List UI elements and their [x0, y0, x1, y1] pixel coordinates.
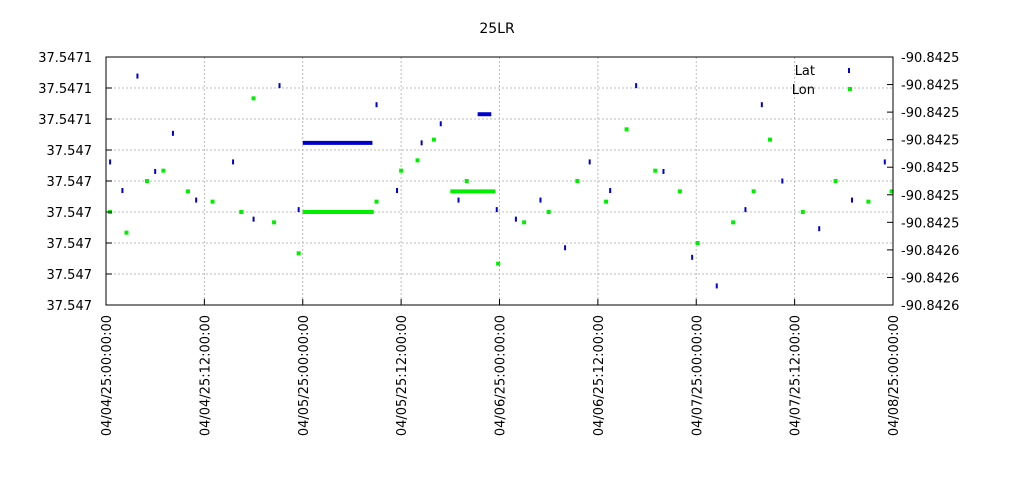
series-lat-point [396, 188, 399, 194]
series-lat-point [297, 207, 300, 213]
y-right-tick-label: -90.8425 [901, 106, 959, 121]
series-lat-point [539, 197, 542, 203]
y-right-tick-label: -90.8426 [901, 271, 959, 286]
data-marks [108, 73, 894, 289]
chart-title: 25LR [479, 21, 515, 37]
legend-label-lat: Lat [795, 64, 815, 79]
series-lon-point [124, 230, 129, 235]
y-right-tick-label: -90.8425 [901, 189, 959, 204]
y-left-tick-label: 37.547 [47, 206, 93, 221]
series-lat-point [171, 130, 174, 136]
y-left-tick-label: 37.5471 [38, 51, 92, 66]
series-lon-point [653, 168, 658, 173]
series-lon-point [251, 96, 256, 101]
x-tick-label: 04/06/25:00:00:00 [494, 315, 509, 436]
series-lon-point [677, 189, 682, 194]
series-lon-point [144, 179, 149, 183]
x-tick-label: 04/06/25:12:00:00 [592, 315, 607, 436]
legend: Lat Lon [792, 64, 852, 98]
series-lon-point [800, 210, 805, 214]
series-lon-point [768, 137, 773, 142]
series-lon-point [833, 179, 838, 183]
series-lon-point [866, 199, 871, 204]
series-lon-point [889, 189, 894, 194]
legend-label-lon: Lon [792, 83, 815, 98]
series-lat-point [744, 207, 747, 213]
y-left-tick-label: 37.5471 [38, 82, 92, 97]
series-lon-point [624, 127, 629, 132]
series-lat-point [781, 178, 784, 184]
grid-lines [106, 57, 893, 305]
series-lat-point [252, 216, 255, 222]
y-left-tick-label: 37.547 [47, 175, 93, 190]
series-lat-point [109, 159, 112, 165]
series-lat-point [136, 73, 139, 79]
series-lat-point [195, 197, 198, 203]
x-tick-label: 04/08/25:00:00:00 [887, 315, 902, 436]
x-tick-label: 04/07/25:12:00:00 [789, 315, 804, 436]
series-lon-point [731, 220, 736, 225]
x-tick-label: 04/05/25:00:00:00 [297, 315, 312, 436]
y-right-tick-label: -90.8426 [901, 244, 959, 259]
y-left-tick-label: 37.547 [47, 268, 93, 283]
y-right-tick-label: -90.8425 [901, 216, 959, 231]
y-left-tick-label: 37.547 [47, 299, 93, 314]
legend-swatch-lon [848, 87, 852, 91]
series-lat-point [278, 83, 281, 89]
series-lat-point [715, 283, 718, 289]
series-lon-point [415, 158, 420, 163]
series-lat-point [691, 254, 694, 260]
series-lon-point [296, 251, 301, 256]
series-lat-point [375, 102, 378, 108]
series-lat-point [457, 197, 460, 203]
series-lon-point [604, 199, 609, 204]
y-right-tick-label: -90.8425 [901, 134, 959, 149]
series-lat-point [514, 216, 517, 222]
series-lat-point [609, 188, 612, 194]
series-lat-point [420, 140, 423, 146]
series-lat-point [588, 159, 591, 165]
y-right-tick-label: -90.8425 [901, 161, 959, 176]
y-right-tick-label: -90.8426 [901, 299, 959, 314]
y-left-tick-label: 37.547 [47, 237, 93, 252]
series-lat-point [232, 159, 235, 165]
series-lon-point [522, 220, 527, 225]
x-tick-label: 04/04/25:00:00:00 [100, 315, 115, 436]
series-lon-point [575, 179, 580, 183]
series-lat-point [121, 188, 124, 194]
series-lon-point [374, 199, 379, 204]
series-lat-point [818, 226, 821, 232]
y-right-tick-label: -90.8425 [901, 79, 959, 94]
y-left-tick-label: 37.5471 [38, 113, 92, 128]
series-lon-point [431, 137, 436, 142]
y-right-tick-label: -90.8425 [901, 51, 959, 66]
series-lon-point [546, 210, 551, 214]
series-lat-point [760, 102, 763, 108]
series-lon-point [695, 241, 700, 245]
x-tick-label: 04/07/25:00:00:00 [690, 315, 705, 436]
series-lat-point [662, 168, 665, 174]
series-lon-point [272, 220, 277, 225]
series-lon-point [210, 199, 215, 204]
legend-swatch-lat [848, 68, 850, 73]
series-lat-point [495, 207, 498, 213]
series-lon-point [239, 210, 244, 214]
series-lon-point [496, 261, 501, 266]
series-lat-point [883, 159, 886, 165]
series-lat-point [851, 197, 854, 203]
series-lat-point [439, 121, 442, 127]
x-tick-label: 04/04/25:12:00:00 [198, 315, 213, 436]
series-lon-point [464, 179, 469, 183]
series-lon-point [185, 189, 190, 194]
series-lat-point [635, 83, 638, 89]
y-left-tick-label: 37.547 [47, 144, 93, 159]
series-lat-point [564, 245, 567, 251]
series-lon-point [399, 168, 404, 173]
x-tick-label: 04/05/25:12:00:00 [395, 315, 410, 436]
series-lon-point [161, 168, 166, 173]
series-lon-point [751, 189, 756, 194]
series-lat-point [154, 168, 157, 174]
axis-ticks: 37.5471 37.5471 37.5471 37.547 37.547 37.547 3… [38, 51, 959, 436]
